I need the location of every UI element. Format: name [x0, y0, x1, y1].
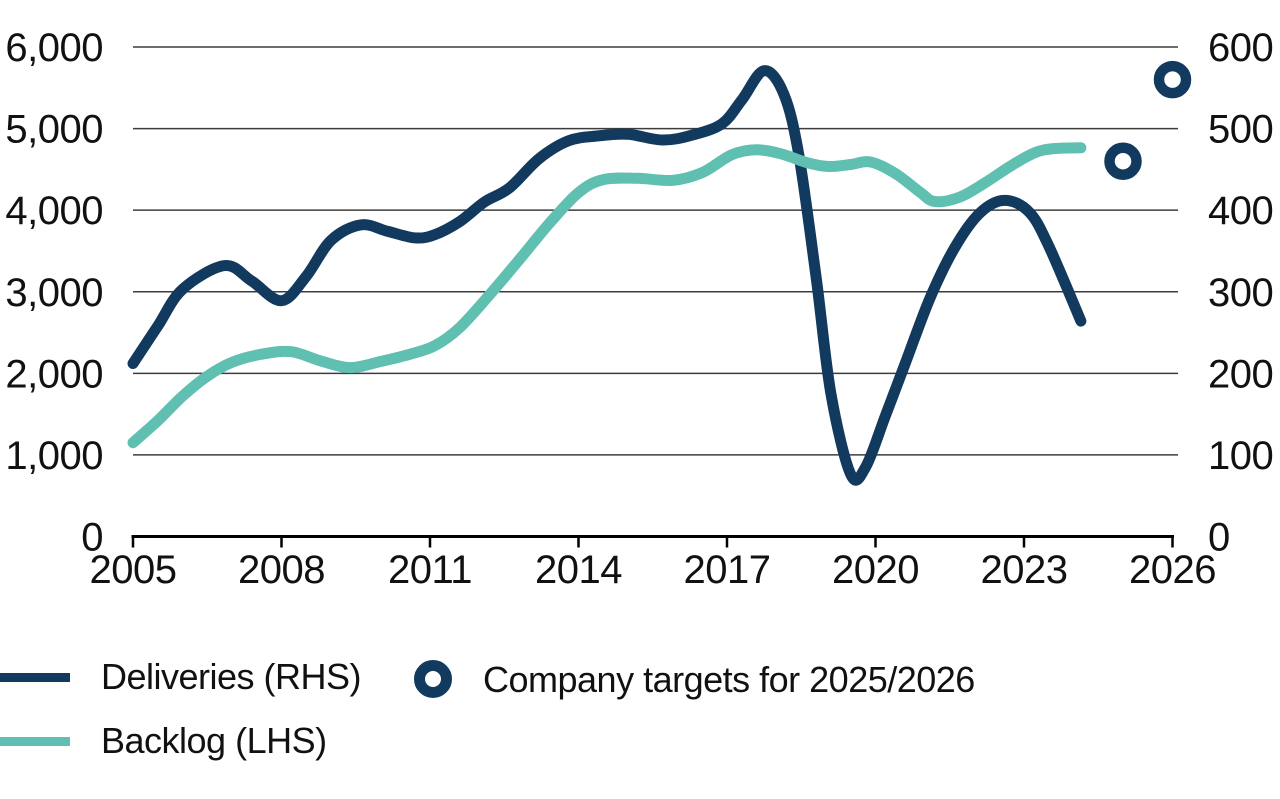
y-axis-left-label: 1,000	[5, 434, 103, 478]
deliveries-line	[127, 65, 1087, 486]
backlog-line	[127, 142, 1087, 449]
y-axis-right-label: 100	[1208, 434, 1273, 478]
x-axis-label: 2005	[90, 548, 177, 592]
y-axis-right-label: 300	[1208, 271, 1273, 315]
legend-label-deliveries: Deliveries (RHS)	[101, 656, 362, 697]
y-axis-left-label: 3,000	[5, 271, 103, 315]
x-axis-label: 2026	[1129, 548, 1216, 592]
y-axis-left-label: 6,000	[5, 26, 103, 70]
x-axis-label: 2008	[238, 548, 325, 592]
x-axis-label: 2011	[388, 548, 472, 592]
company-target-marker	[1153, 60, 1192, 99]
legend-label-company-targets: Company targets for 2025/2026	[483, 659, 975, 700]
x-axis-label: 2017	[684, 548, 771, 592]
y-axis-left-label: 4,000	[5, 189, 103, 233]
backlog-line-swatch	[0, 737, 70, 746]
x-axis-label: 2023	[981, 548, 1068, 592]
y-axis-left-label: 2,000	[5, 352, 103, 396]
x-axis-label: 2020	[832, 548, 919, 592]
y-axis-right-label: 400	[1208, 189, 1273, 233]
chart-svg: 6,000 5,000 4,000 3,000 2,000 1,000 0 600 500 400…	[5, 26, 1273, 592]
company-target-marker	[1104, 142, 1142, 180]
y-axis-left-label: 0	[81, 516, 103, 560]
x-axis-label: 2014	[535, 548, 622, 592]
deliveries-line-swatch	[0, 673, 70, 682]
legend-label-backlog: Backlog (LHS)	[101, 720, 327, 761]
chart-area: 6,000 5,000 4,000 3,000 2,000 1,000 0 600 500 400…	[5, 26, 1273, 592]
y-axis-left-label: 5,000	[5, 108, 103, 152]
y-axis-right-label: 200	[1208, 352, 1273, 396]
target-ring-icon	[414, 660, 452, 698]
y-axis-right-label: 500	[1208, 108, 1273, 152]
y-axis-right-label: 600	[1208, 26, 1273, 70]
y-axis-right-label: 0	[1208, 516, 1230, 560]
